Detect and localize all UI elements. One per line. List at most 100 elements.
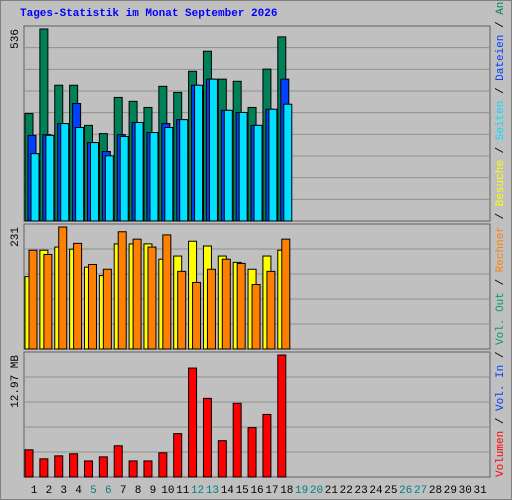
x-tick-label: 27 bbox=[414, 485, 427, 497]
bar bbox=[102, 268, 112, 350]
bar bbox=[28, 249, 38, 350]
bar bbox=[208, 78, 218, 222]
bar bbox=[251, 284, 261, 350]
bar bbox=[149, 132, 159, 222]
bar bbox=[281, 238, 291, 350]
legend-entry: Volumen bbox=[495, 431, 507, 477]
bar bbox=[236, 262, 246, 350]
x-tick-label: 20 bbox=[310, 485, 323, 497]
bar bbox=[87, 263, 97, 350]
x-tick-label: 10 bbox=[161, 485, 174, 497]
chart-title: Tages-Statistik im Monat September 2026 bbox=[20, 8, 277, 20]
bar bbox=[247, 427, 257, 478]
legend-entry: Vol. In bbox=[495, 365, 507, 411]
x-tick-label: 22 bbox=[340, 485, 353, 497]
legend-entry: Besuche bbox=[495, 160, 507, 206]
bar bbox=[158, 452, 168, 478]
bar bbox=[173, 433, 183, 478]
bar bbox=[128, 460, 138, 478]
bar bbox=[162, 234, 172, 350]
bar bbox=[262, 413, 272, 478]
x-tick-label: 23 bbox=[355, 485, 368, 497]
x-tick-label: 5 bbox=[90, 485, 97, 497]
x-tick-label: 1 bbox=[31, 485, 38, 497]
x-tick-label: 19 bbox=[295, 485, 308, 497]
bar bbox=[73, 242, 83, 350]
bar bbox=[104, 155, 114, 222]
legend-separator: / bbox=[495, 411, 507, 431]
legend-separator: / bbox=[495, 272, 507, 292]
bar bbox=[119, 135, 129, 222]
x-tick-label: 17 bbox=[265, 485, 278, 497]
bar bbox=[266, 270, 276, 350]
x-tick-label: 30 bbox=[459, 485, 472, 497]
bar bbox=[45, 134, 55, 222]
legend-entry: Dateien bbox=[495, 35, 507, 81]
bar bbox=[143, 460, 153, 478]
bar bbox=[58, 226, 68, 350]
bar bbox=[188, 367, 198, 478]
legend-entry: Vol. Out bbox=[495, 292, 507, 345]
x-tick-label: 29 bbox=[444, 485, 457, 497]
bar bbox=[232, 402, 242, 478]
x-tick-label: 15 bbox=[236, 485, 249, 497]
x-tick-label: 26 bbox=[399, 485, 412, 497]
panel bbox=[23, 351, 491, 478]
bar bbox=[194, 84, 204, 222]
legend-separator: / bbox=[495, 206, 507, 226]
x-tick-label: 12 bbox=[191, 485, 204, 497]
bar bbox=[30, 153, 40, 222]
x-tick-label: 31 bbox=[473, 485, 487, 497]
bar bbox=[164, 127, 174, 222]
bar bbox=[24, 449, 34, 478]
bar bbox=[60, 123, 70, 222]
x-tick-label: 8 bbox=[135, 485, 142, 497]
bar bbox=[202, 397, 212, 478]
y-tick-label: 12.97 MB bbox=[10, 355, 22, 408]
bar bbox=[179, 119, 189, 222]
x-tick-label: 13 bbox=[206, 485, 219, 497]
y-tick-label: 536 bbox=[10, 29, 22, 49]
x-tick-label: 16 bbox=[250, 485, 263, 497]
bar bbox=[177, 270, 187, 350]
bar bbox=[132, 238, 142, 350]
bar bbox=[283, 103, 293, 222]
bar bbox=[117, 231, 127, 350]
x-tick-label: 4 bbox=[75, 485, 82, 497]
bar bbox=[89, 142, 99, 222]
x-tick-label: 14 bbox=[221, 485, 235, 497]
x-tick-label: 6 bbox=[105, 485, 112, 497]
bar bbox=[54, 455, 64, 478]
bar bbox=[75, 127, 85, 222]
bar bbox=[223, 109, 233, 222]
bar bbox=[217, 440, 227, 478]
legend-separator: / bbox=[495, 345, 507, 365]
bar bbox=[268, 108, 278, 222]
bar bbox=[147, 246, 157, 350]
bar bbox=[113, 445, 123, 478]
bar bbox=[39, 458, 49, 478]
legend-entry: Anfragen bbox=[495, 0, 507, 15]
bar bbox=[134, 121, 144, 222]
legend-entry: Rechner bbox=[495, 226, 507, 272]
bar bbox=[83, 460, 93, 478]
bar bbox=[69, 453, 79, 478]
legend-separator: / bbox=[495, 81, 507, 101]
bar bbox=[192, 281, 202, 350]
x-tick-label: 24 bbox=[369, 485, 383, 497]
legend: Volumen / Vol. In / Vol. Out / Rechner /… bbox=[495, 0, 507, 477]
legend-entry: Seiten bbox=[495, 101, 507, 141]
x-tick-label: 7 bbox=[120, 485, 127, 497]
bar bbox=[277, 354, 287, 478]
x-tick-label: 25 bbox=[384, 485, 397, 497]
x-tick-label: 28 bbox=[429, 485, 442, 497]
bar bbox=[43, 253, 53, 350]
x-tick-label: 9 bbox=[150, 485, 157, 497]
bar bbox=[206, 268, 216, 350]
x-tick-label: 18 bbox=[280, 485, 293, 497]
bar bbox=[253, 124, 263, 222]
x-tick-label: 21 bbox=[325, 485, 339, 497]
legend-separator: / bbox=[495, 140, 507, 160]
bar bbox=[98, 456, 108, 478]
